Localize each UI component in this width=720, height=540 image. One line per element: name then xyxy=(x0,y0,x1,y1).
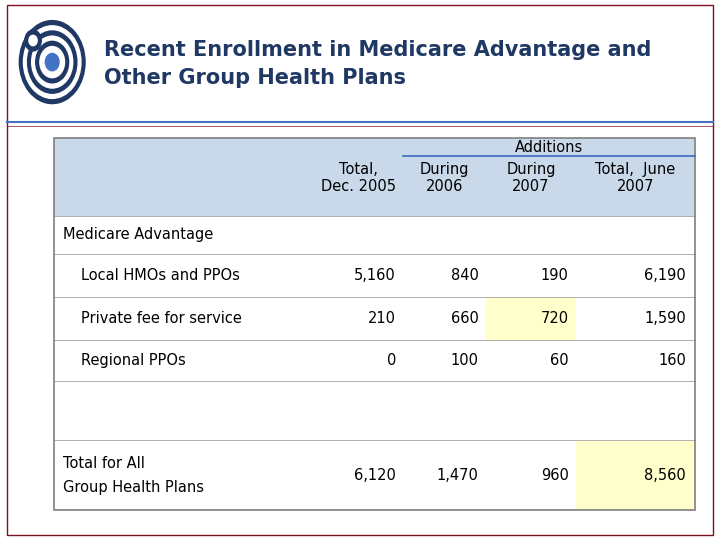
Circle shape xyxy=(36,42,68,83)
Text: 160: 160 xyxy=(658,353,686,368)
Text: 210: 210 xyxy=(368,311,396,326)
Text: 660: 660 xyxy=(451,311,479,326)
Text: Total for All: Total for All xyxy=(63,456,145,471)
Text: Group Health Plans: Group Health Plans xyxy=(63,480,204,495)
Text: 1,470: 1,470 xyxy=(437,468,479,483)
Circle shape xyxy=(45,53,59,71)
Circle shape xyxy=(27,31,77,93)
Text: During
2007: During 2007 xyxy=(506,162,556,194)
Text: 720: 720 xyxy=(541,311,569,326)
Text: Medicare Advantage: Medicare Advantage xyxy=(63,227,213,242)
Text: Other Group Health Plans: Other Group Health Plans xyxy=(104,68,406,87)
Text: 6,190: 6,190 xyxy=(644,268,686,283)
Text: 60: 60 xyxy=(550,353,569,368)
Circle shape xyxy=(24,30,41,51)
Text: Recent Enrollment in Medicare Advantage and: Recent Enrollment in Medicare Advantage … xyxy=(104,40,652,60)
Text: Local HMOs and PPOs: Local HMOs and PPOs xyxy=(81,268,240,283)
Circle shape xyxy=(40,46,65,78)
Text: Total,
Dec. 2005: Total, Dec. 2005 xyxy=(320,162,396,194)
Text: 0: 0 xyxy=(387,353,396,368)
Text: 6,120: 6,120 xyxy=(354,468,396,483)
Circle shape xyxy=(32,36,73,88)
Text: During
2006: During 2006 xyxy=(420,162,469,194)
Text: 100: 100 xyxy=(451,353,479,368)
Text: Total,  June
2007: Total, June 2007 xyxy=(595,162,675,194)
Circle shape xyxy=(29,35,37,46)
Circle shape xyxy=(19,21,85,104)
Text: 8,560: 8,560 xyxy=(644,468,686,483)
Circle shape xyxy=(24,26,81,98)
Text: Additions: Additions xyxy=(515,140,583,156)
Text: 1,590: 1,590 xyxy=(644,311,686,326)
Text: 840: 840 xyxy=(451,268,479,283)
Text: 190: 190 xyxy=(541,268,569,283)
Text: 960: 960 xyxy=(541,468,569,483)
Text: Regional PPOs: Regional PPOs xyxy=(81,353,185,368)
Text: 5,160: 5,160 xyxy=(354,268,396,283)
Text: Private fee for service: Private fee for service xyxy=(81,311,241,326)
